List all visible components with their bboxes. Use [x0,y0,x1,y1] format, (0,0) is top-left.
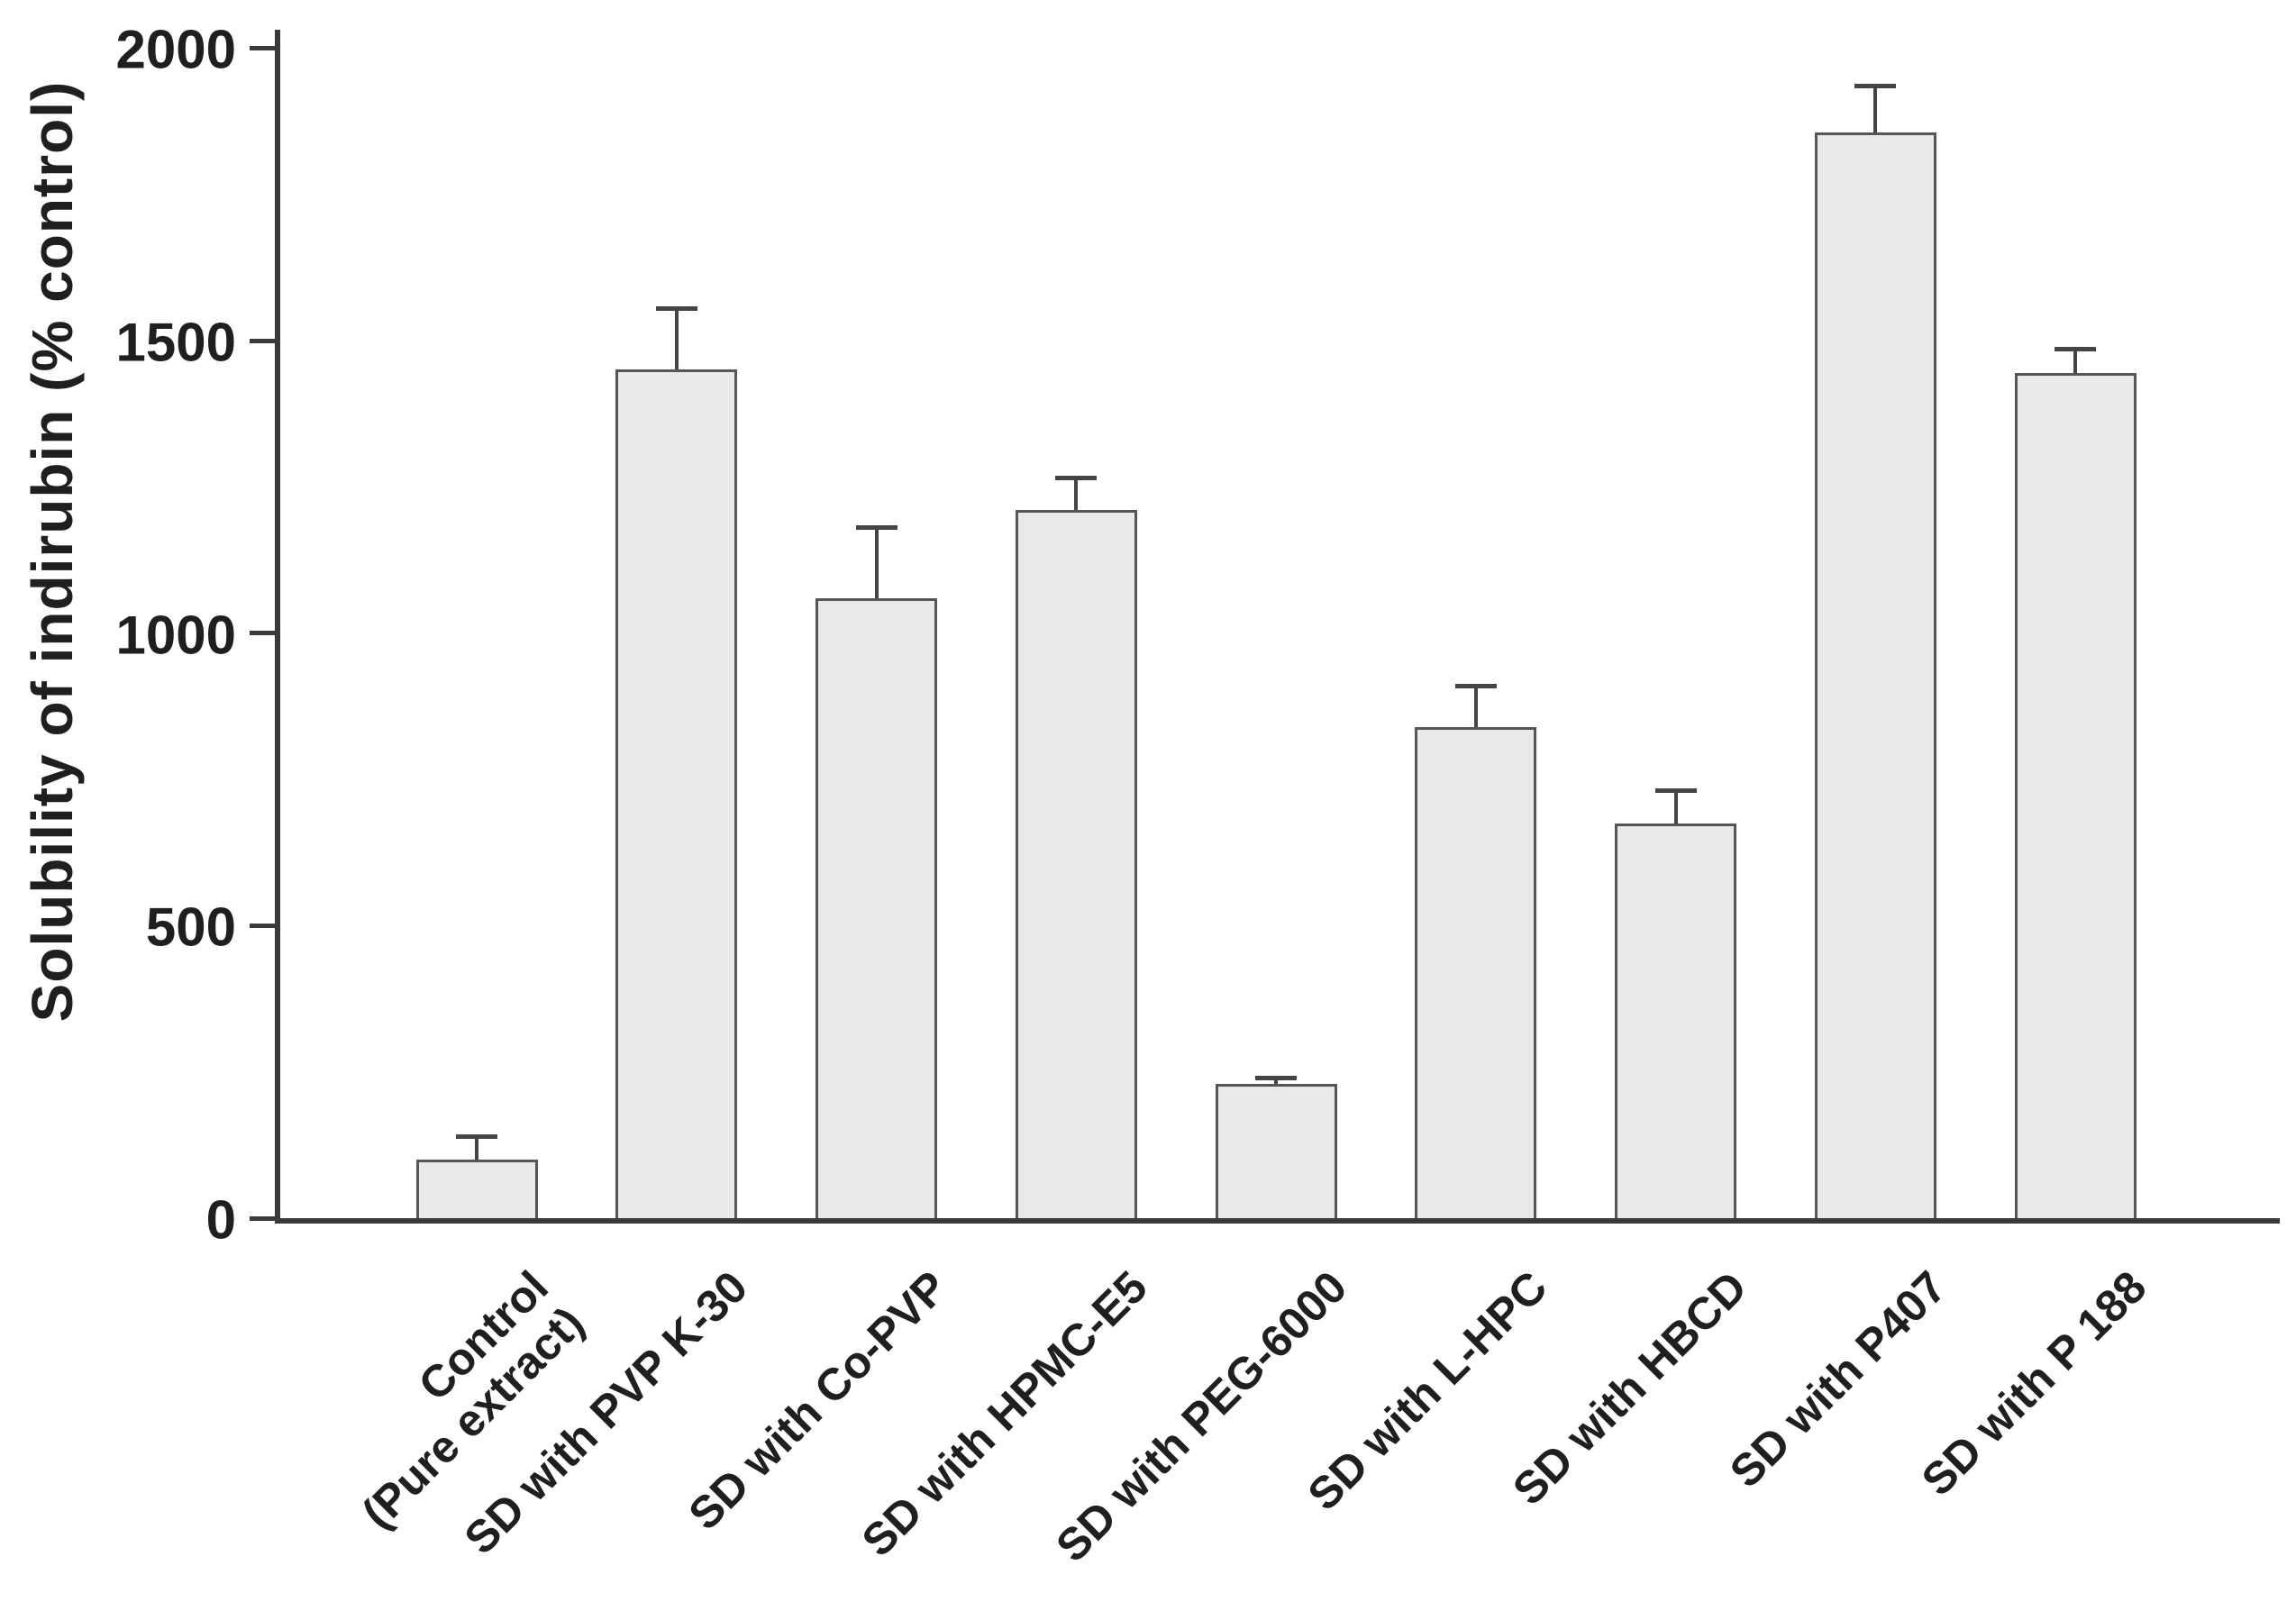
error-bar-cap [1255,1075,1297,1080]
error-bar-cap [855,525,897,531]
error-bar-cap [456,1133,497,1139]
error-bar-cap [2055,347,2096,352]
error-bar-whisker [1673,790,1678,824]
bar [1814,132,1936,1218]
bar [615,369,738,1218]
bar [1215,1083,1337,1218]
error-bar-whisker [1074,478,1079,511]
y-axis-title: Solubility of indirubin (% control) [20,80,85,1023]
y-tick [250,338,275,343]
error-bar-whisker [674,308,679,370]
error-bar-cap [1854,84,1897,89]
bar [2014,372,2137,1218]
bar [815,597,937,1218]
y-tick-label: 500 [145,897,236,958]
error-bar-whisker [1873,86,1878,133]
error-bar-whisker [1274,1078,1278,1084]
y-tick [250,923,275,928]
error-bar-whisker [874,527,879,598]
x-axis-line [275,1218,2280,1224]
y-tick-label: 1000 [115,605,236,666]
error-bar-cap [1454,683,1497,688]
error-bar-cap [655,305,697,311]
y-tick-label: 1500 [115,312,236,373]
error-bar-cap [1055,476,1098,481]
bar [1615,823,1736,1218]
y-tick [250,45,275,50]
error-bar-cap [1654,788,1697,794]
bar [1415,726,1537,1218]
error-bar-whisker [2073,349,2077,373]
y-tick-label: 0 [205,1189,236,1251]
bar [1015,510,1137,1218]
y-axis-line [275,30,280,1224]
error-bar-whisker [475,1136,478,1160]
error-bar-whisker [1473,686,1478,727]
bar [415,1160,538,1218]
y-tick [250,1215,275,1221]
y-tick-label: 2000 [115,19,236,80]
y-tick [250,631,275,636]
